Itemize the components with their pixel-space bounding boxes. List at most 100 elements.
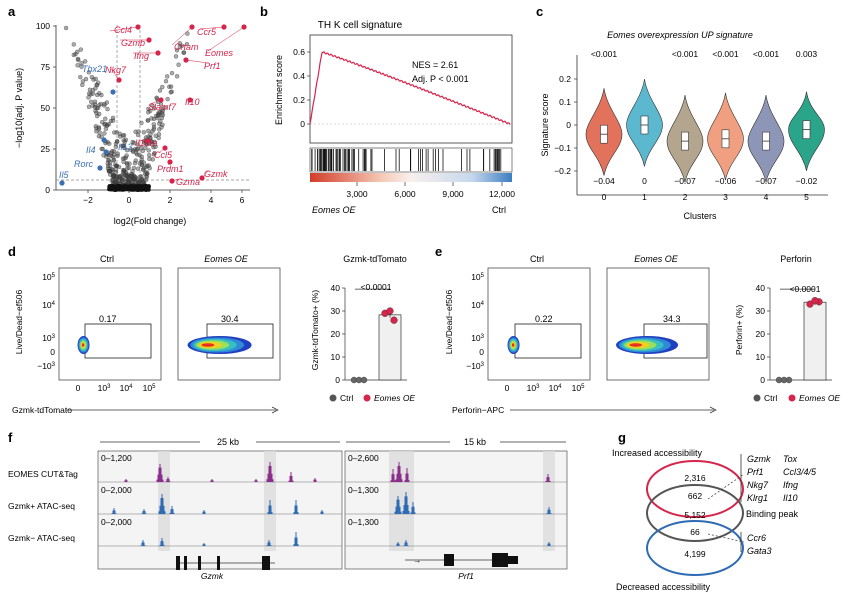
d-bar-chart: 0 10 20 30 40 bbox=[331, 283, 407, 385]
flow-xtick-label: 104 bbox=[549, 383, 562, 393]
cluster-median-label: −0.06 bbox=[715, 176, 737, 186]
volcano-dot bbox=[185, 31, 190, 36]
volcano-dot bbox=[96, 80, 101, 85]
volcano-dot bbox=[116, 164, 122, 170]
volcano-dot bbox=[139, 177, 144, 183]
bar-ytick-label: 40 bbox=[331, 283, 341, 293]
d-ctrl-title: Ctrl bbox=[100, 254, 114, 264]
prf1-exon bbox=[508, 556, 518, 564]
padj-text: Adj. P < 0.001 bbox=[412, 74, 469, 84]
volcano-dot bbox=[104, 100, 110, 105]
red-gene-label: Ccr5 bbox=[197, 27, 217, 37]
right-track-range: 0–1,300 bbox=[348, 485, 379, 495]
cluster-pval: <0.001 bbox=[712, 49, 739, 59]
cluster-tick-label: 5 bbox=[804, 192, 809, 202]
volcano-dot bbox=[125, 162, 130, 167]
blue-gene-label: Il13 bbox=[118, 142, 133, 152]
volcano-dot bbox=[78, 74, 83, 80]
a-xtick-label: −2 bbox=[83, 195, 93, 205]
volcano-dot bbox=[153, 144, 158, 149]
volcano-dot bbox=[176, 62, 181, 67]
d-oe-title: Eomes OE bbox=[204, 254, 249, 264]
panel-a-label: a bbox=[8, 4, 16, 19]
ctrl-point bbox=[360, 376, 368, 384]
volcano-dot bbox=[129, 171, 134, 177]
red-gene-dot bbox=[187, 97, 193, 103]
volcano-dot bbox=[151, 145, 156, 150]
oe-bar bbox=[378, 314, 402, 381]
violins: 0 −0.04 <0.001 1 0 2 −0.07 <0.001 3 −0.06 <0.001 4 −… bbox=[585, 49, 825, 202]
volcano-dot bbox=[103, 126, 109, 131]
volcano-dot bbox=[126, 176, 132, 181]
volcano-dot bbox=[104, 123, 109, 128]
volcano-dot bbox=[154, 95, 159, 100]
volcano-dot bbox=[93, 76, 98, 82]
gene-hit-ticks bbox=[311, 149, 502, 171]
gzmk-exon bbox=[262, 556, 270, 570]
bar-ytick-label: 20 bbox=[331, 329, 341, 339]
volcano-dot bbox=[174, 48, 180, 53]
e-xlabel: Perforin−APC bbox=[452, 405, 504, 415]
volcano-dot bbox=[141, 185, 146, 190]
a-ytick-label: 25 bbox=[41, 144, 51, 154]
panel-f: f 25 kb 15 kb EOMES CUT&Tag 0–1,200 0–2,60… bbox=[8, 430, 568, 581]
volcano-dot bbox=[96, 126, 102, 131]
track-name: Gzmk+ ATAC-seq bbox=[8, 501, 75, 511]
e-legend-ctrl: Ctrl bbox=[764, 393, 777, 403]
right-scale: 15 kb bbox=[464, 437, 486, 447]
cluster-tick-label: 3 bbox=[723, 192, 728, 202]
volcano-dot bbox=[137, 161, 142, 166]
volcano-dot bbox=[94, 110, 99, 116]
oe-point bbox=[811, 297, 819, 305]
d-legend-oe: Eomes OE bbox=[374, 393, 415, 403]
volcano-dot bbox=[155, 115, 160, 121]
volcano-dot bbox=[113, 162, 118, 167]
c-ytick-label: −0.1 bbox=[554, 143, 571, 153]
volcano-dot bbox=[126, 180, 131, 185]
up-gene: Il10 bbox=[783, 493, 798, 503]
volcano-dot bbox=[135, 146, 140, 152]
volcano-dot bbox=[71, 42, 76, 47]
panel-b-label: b bbox=[260, 4, 268, 19]
volcano-dot bbox=[111, 158, 116, 163]
ctrl-point bbox=[785, 376, 793, 384]
panel-a-xticks: −2 0 2 4 6 bbox=[83, 190, 245, 205]
red-gene-leader bbox=[171, 178, 179, 182]
e-ctrl-title: Ctrl bbox=[530, 254, 544, 264]
flow-ytick-label: 0 bbox=[50, 347, 55, 357]
panel-c-title: Eomes overexpression UP signature bbox=[607, 30, 753, 40]
volcano-dot bbox=[132, 175, 138, 181]
flow-ytick-label: 104 bbox=[471, 300, 484, 310]
flow-xtick-label: 105 bbox=[143, 383, 156, 393]
d-ylabel: Live/Dead−ef506 bbox=[14, 289, 24, 354]
volcano-dot bbox=[104, 154, 109, 159]
panel-c-yticks: −0.2 −0.1 0 0.1 0.2 bbox=[554, 74, 577, 176]
up-gene: Prf1 bbox=[747, 467, 764, 477]
blue-gene-label: Il5 bbox=[59, 170, 70, 180]
genome-tracks: EOMES CUT&Tag 0–1,200 0–2,600 Gzmk+ ATAC-se… bbox=[8, 451, 567, 570]
volcano-dot bbox=[83, 76, 89, 82]
rank-gradient-bar bbox=[310, 173, 512, 182]
volcano-dot bbox=[130, 139, 135, 145]
red-gene-leader bbox=[109, 26, 139, 32]
volcano-dot bbox=[142, 165, 147, 170]
volcano-dot bbox=[105, 106, 110, 112]
cluster-pval: <0.001 bbox=[753, 49, 780, 59]
volcano-dot bbox=[133, 158, 138, 163]
cluster-tick-label: 0 bbox=[602, 192, 607, 202]
g-top-overlap: 662 bbox=[688, 491, 702, 501]
volcano-dot bbox=[115, 184, 120, 189]
red-gene-label: Gzmb bbox=[121, 38, 145, 48]
volcano-dot bbox=[147, 166, 152, 171]
prf1-exon bbox=[492, 553, 508, 567]
volcano-dots bbox=[63, 25, 190, 192]
volcano-dot bbox=[83, 59, 88, 64]
volcano-dot bbox=[100, 146, 105, 152]
volcano-dot bbox=[159, 111, 165, 116]
up-gene: Ifng bbox=[783, 480, 798, 490]
volcano-dot bbox=[150, 157, 155, 162]
volcano-dot bbox=[134, 147, 140, 152]
volcano-dot bbox=[110, 154, 116, 160]
volcano-dot bbox=[118, 134, 123, 139]
volcano-dot bbox=[93, 124, 98, 129]
